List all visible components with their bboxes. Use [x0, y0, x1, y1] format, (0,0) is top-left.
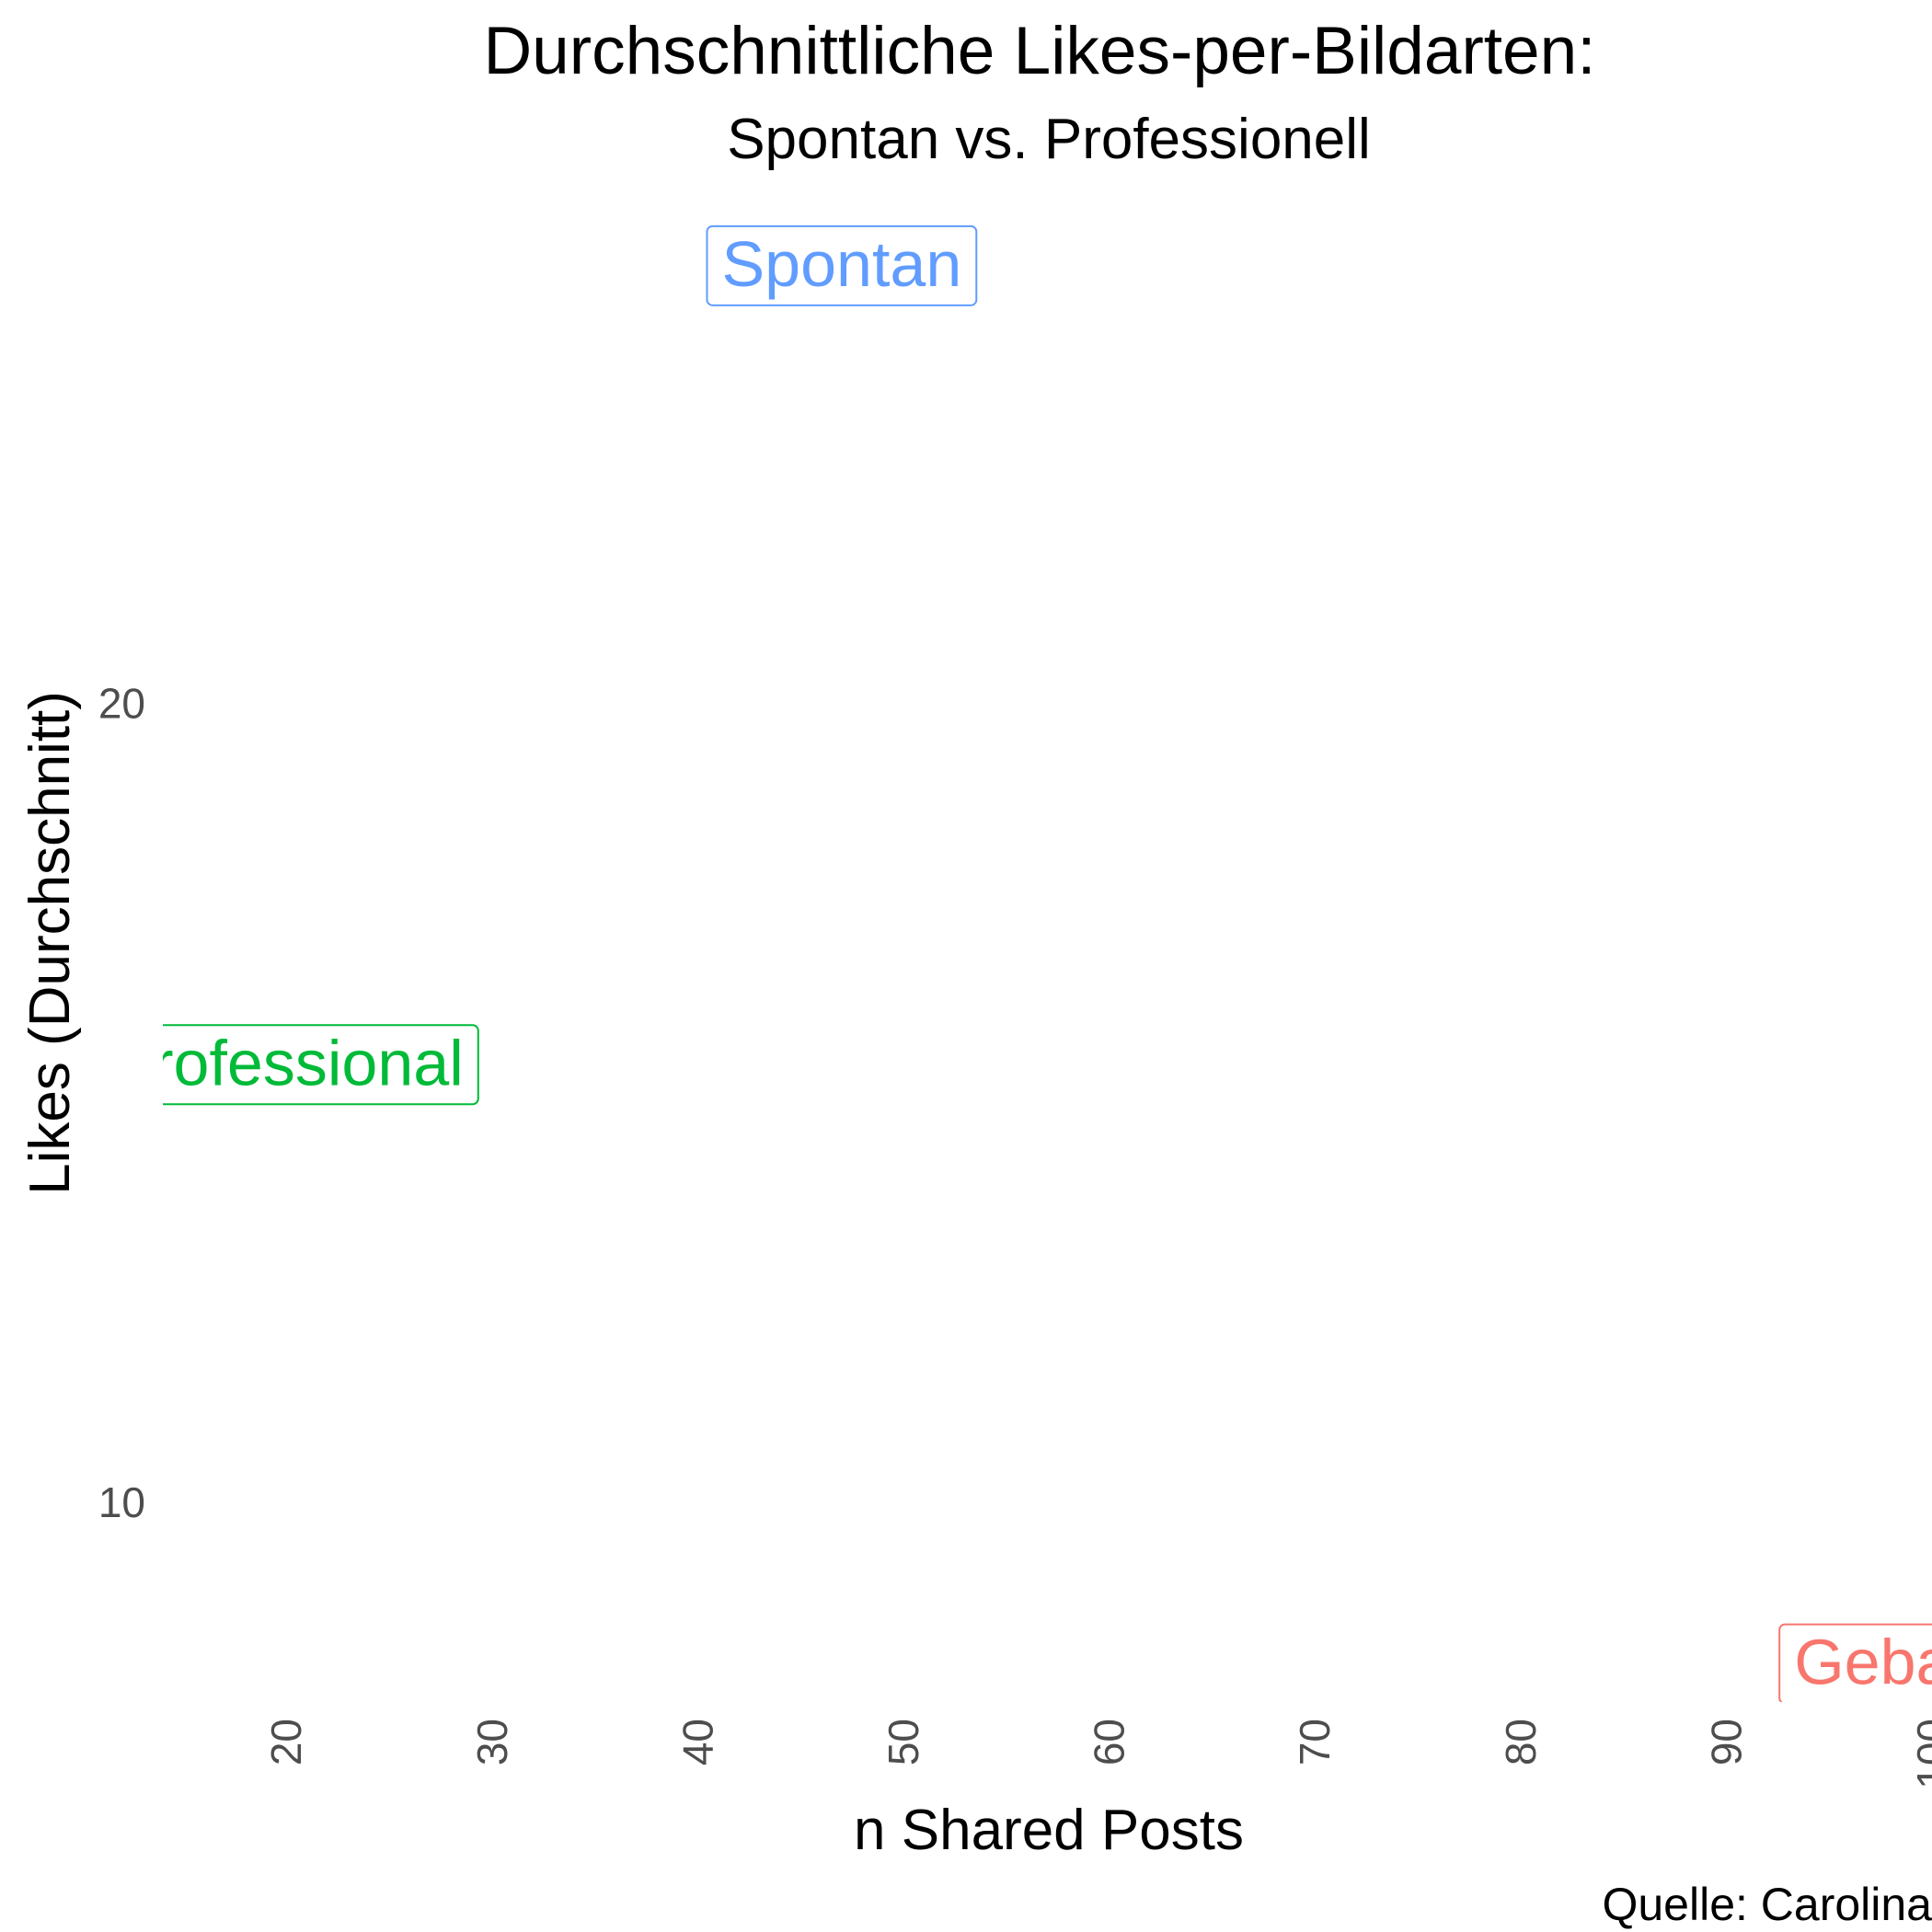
x-tick-label: 60 [1086, 1719, 1133, 1765]
point-label-text: Gebastelt [1794, 1627, 1932, 1698]
caption: Quelle: Carolina [1602, 1879, 1932, 1930]
point-label-spontan: Spontan [706, 224, 978, 306]
x-tick-label: 20 [262, 1719, 310, 1765]
chart-subtitle: Spontan vs. Professionell [727, 108, 1371, 171]
chart-title: Durchschnittliche Likes-per-Bildarten: [483, 14, 1595, 88]
x-tick-label: 90 [1702, 1719, 1750, 1765]
point-label-box [163, 1024, 479, 1106]
x-tick-label: 70 [1291, 1719, 1339, 1765]
point-label-box [1778, 1623, 1932, 1702]
point-label-box [706, 224, 978, 306]
x-tick-label: 40 [673, 1719, 721, 1765]
point-label-text: Professional [109, 1027, 464, 1098]
x-tick-label: 30 [468, 1719, 516, 1765]
x-axis-label: n Shared Posts [854, 1799, 1244, 1862]
y-axis-label: Likes (Durchschnitt) [18, 691, 82, 1195]
y-axis-ticks: 10 20 [98, 679, 145, 1525]
point-label-professional: Professional [109, 1024, 479, 1106]
data-points: Spontan Professional Gebastelt [109, 224, 1932, 1702]
x-tick-label: 80 [1497, 1719, 1545, 1765]
y-tick-label: 10 [98, 1478, 145, 1526]
x-axis-ticks: 20 30 40 50 60 70 80 90 100 [262, 1719, 1932, 1789]
x-tick-label: 50 [880, 1719, 927, 1765]
y-tick-label: 20 [98, 679, 145, 727]
point-label-gebastelt: Gebastelt [1778, 1623, 1932, 1702]
point-label-text: Spontan [721, 228, 961, 300]
x-tick-label: 100 [1908, 1719, 1932, 1789]
